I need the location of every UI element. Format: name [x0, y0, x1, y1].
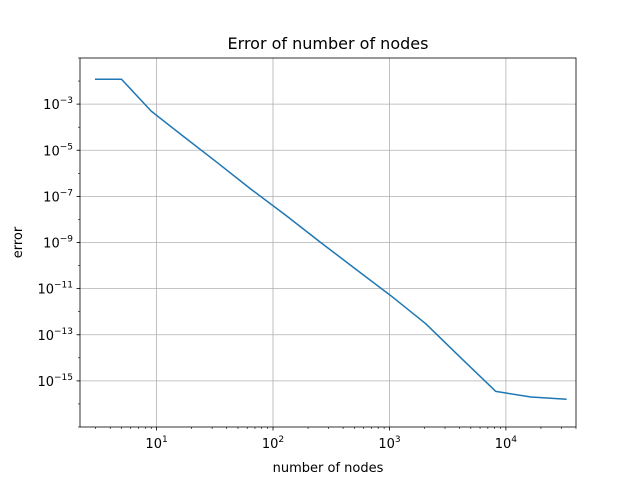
x-tick-label: 104: [495, 435, 518, 452]
x-tick-label: 101: [145, 435, 167, 452]
y-tick-label: 10−13: [37, 327, 73, 344]
x-axis-label: number of nodes: [273, 461, 384, 476]
chart-title: Error of number of nodes: [228, 34, 429, 53]
y-tick-label: 10−9: [43, 235, 73, 252]
error-series-line: [94, 78, 567, 400]
y-axis-label: error: [11, 226, 26, 258]
ticks: 101 102 103 104 10−3 10−5 10−7 10−9 10−11 10−13 10…: [37, 57, 577, 452]
y-tick-label: 10−5: [43, 142, 73, 159]
y-tick-label: 10−15: [37, 373, 73, 390]
y-tick-label: 10−11: [37, 281, 73, 298]
x-tick-label: 102: [262, 435, 284, 452]
y-tick-label: 10−7: [43, 188, 73, 205]
y-tick-label: 10−3: [43, 96, 73, 113]
x-tick-label: 103: [378, 435, 400, 452]
grid: [80, 58, 576, 427]
plot-data: [94, 78, 567, 400]
